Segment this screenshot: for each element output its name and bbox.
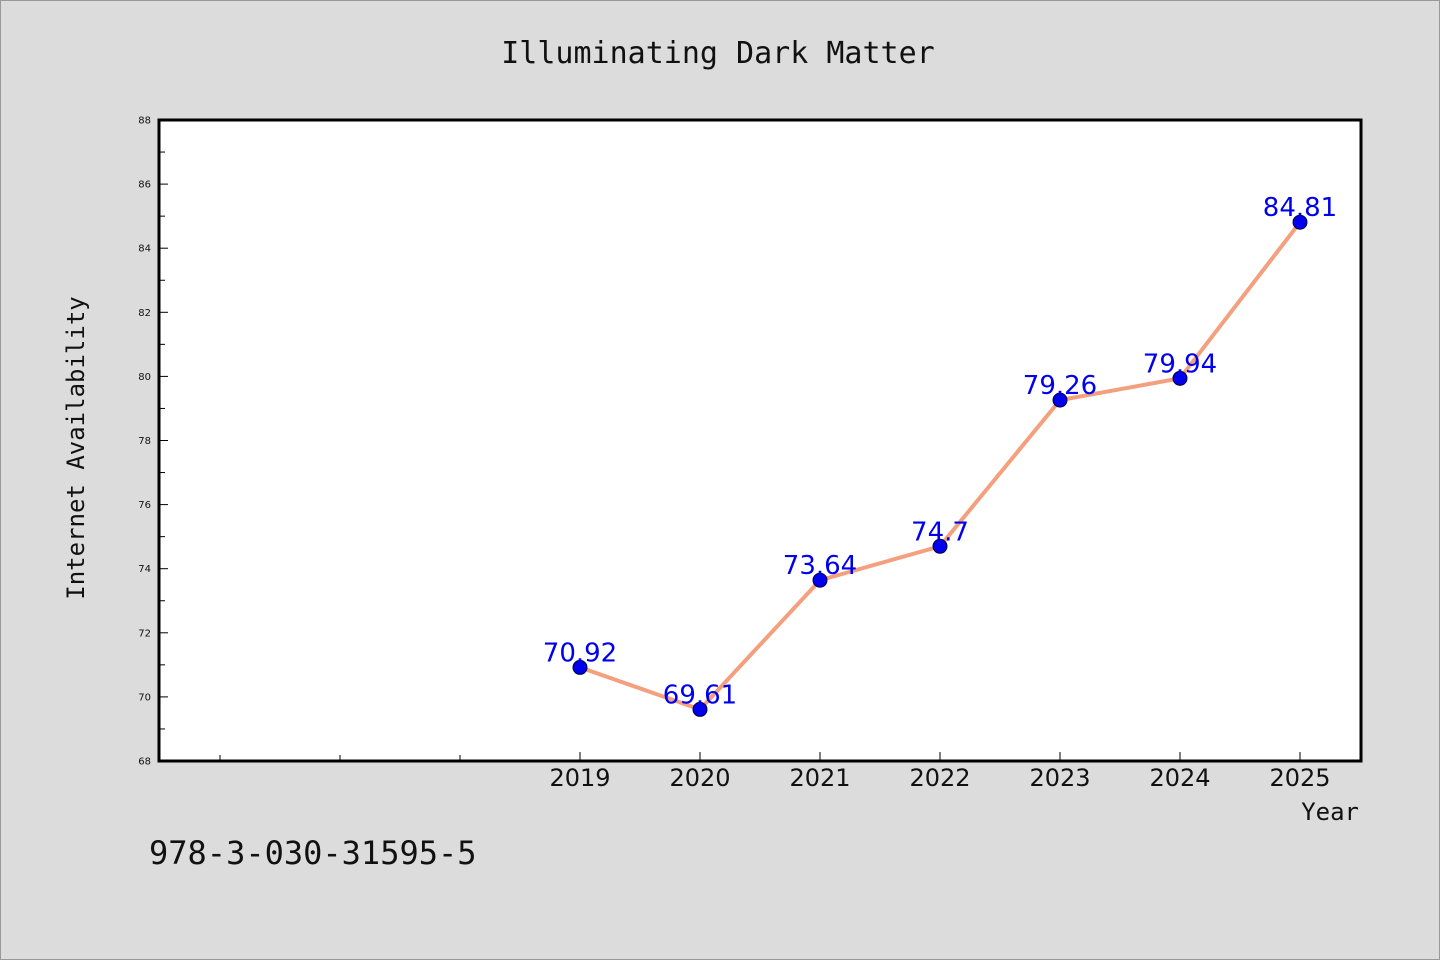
data-point <box>1172 370 1188 386</box>
x-tick-label: 2020 <box>669 764 730 792</box>
data-label: 74.7 <box>911 517 969 547</box>
x-axis-label: Year <box>1301 798 1359 826</box>
x-tick-label: 2023 <box>1029 764 1090 792</box>
data-label: 73.64 <box>783 551 857 581</box>
y-tick-label: 80 <box>138 372 151 383</box>
data-point <box>692 701 708 717</box>
data-point <box>572 659 588 675</box>
data-point <box>1052 392 1068 408</box>
isbn-text: 978-3-030-31595-5 <box>149 834 477 872</box>
axis-ticks: 68 70 72 74 76 78 80 82 84 86 88 2019 2020 2021 2022 20… <box>138 116 1330 793</box>
y-tick-label: 72 <box>138 628 151 639</box>
y-tick-label: 82 <box>138 308 151 319</box>
y-axis-label: Internet Availability <box>62 296 90 599</box>
y-tick-label: 78 <box>138 436 151 447</box>
x-tick-label: 2022 <box>909 764 970 792</box>
data-label: 69.61 <box>663 680 737 710</box>
y-tick-label: 70 <box>138 692 151 703</box>
plot-area <box>159 120 1361 761</box>
data-label: 79.94 <box>1143 349 1217 379</box>
data-label: 70.92 <box>543 638 617 668</box>
data-point <box>812 572 828 588</box>
y-tick-label: 74 <box>138 564 151 575</box>
plot-border <box>157 118 1363 763</box>
series-marks: 70.92 69.61 73.64 74.7 79.26 79.94 84.81 <box>543 193 1337 717</box>
data-point <box>1292 214 1308 230</box>
chart-title: Illuminating Dark Matter <box>501 36 934 71</box>
data-label: 84.81 <box>1263 193 1337 223</box>
y-tick-label: 84 <box>138 244 151 255</box>
x-tick-label: 2024 <box>1149 764 1210 792</box>
y-tick-label: 86 <box>138 180 151 191</box>
x-tick-label: 2019 <box>549 764 610 792</box>
y-tick-label: 76 <box>138 500 151 511</box>
data-label: 79.26 <box>1023 371 1097 401</box>
x-tick-label: 2025 <box>1269 764 1330 792</box>
x-tick-label: 2021 <box>789 764 850 792</box>
data-point <box>932 538 948 554</box>
y-tick-label: 68 <box>138 757 151 768</box>
y-tick-label: 88 <box>138 116 151 127</box>
